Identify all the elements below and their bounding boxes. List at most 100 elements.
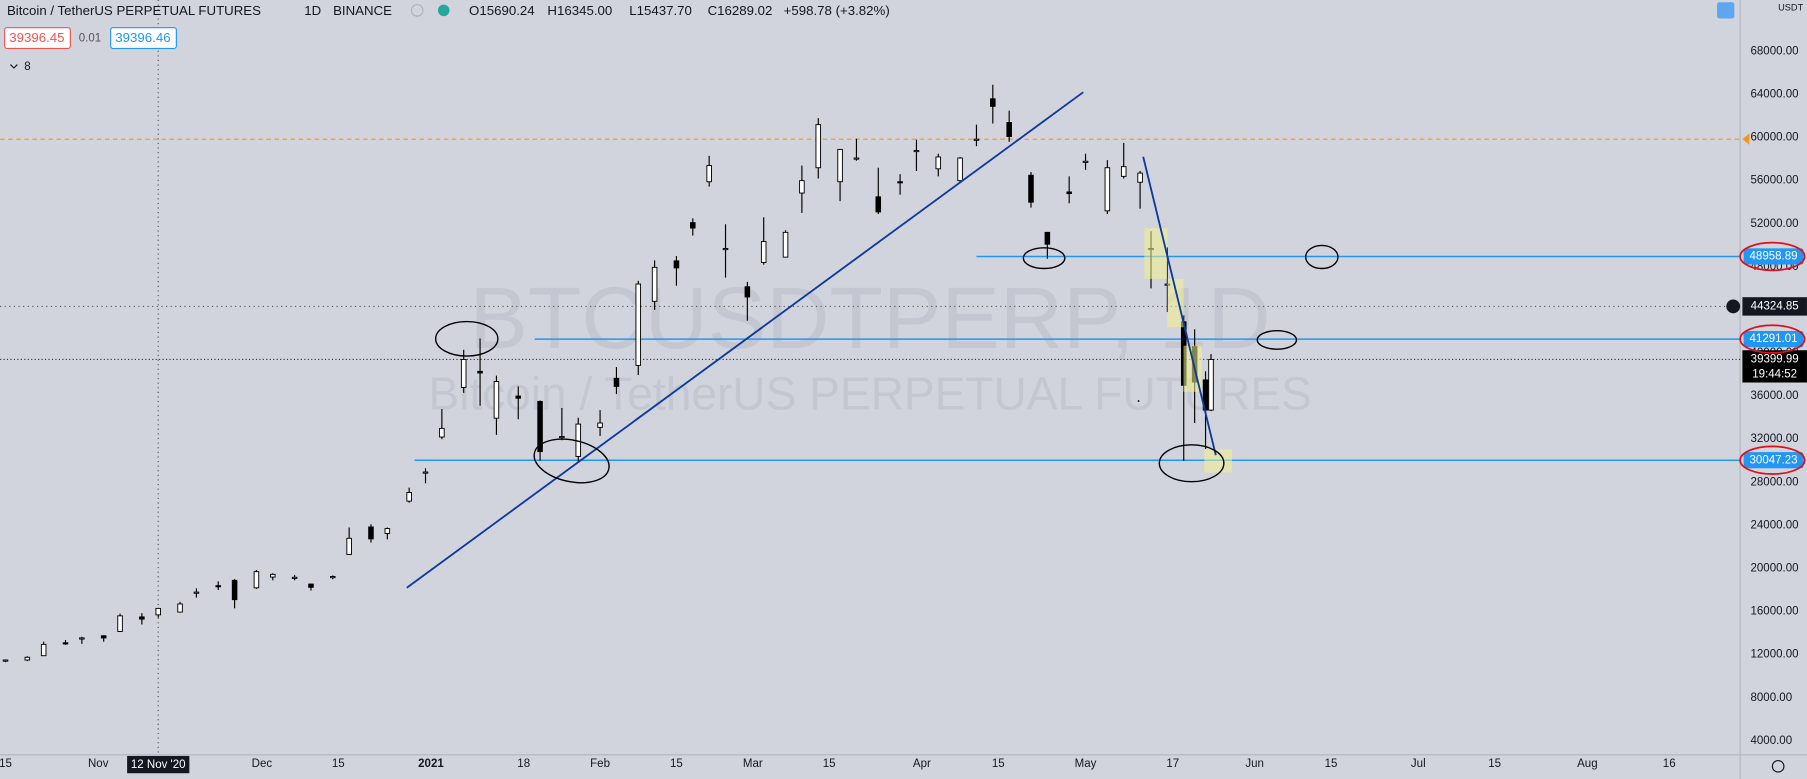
ohlc-close: C16289.02 (708, 3, 773, 18)
candle-body (559, 436, 565, 439)
candle-body (330, 576, 336, 579)
watermark-ticker: BTCUSDTPERP, 1D (469, 269, 1270, 367)
candle-body (117, 615, 123, 632)
candle-body (139, 616, 145, 620)
circle (1256, 330, 1298, 350)
highlight (1167, 278, 1184, 328)
watermark: BTCUSDTPERP, 1D Bitcoin / TetherUS PERPE… (428, 269, 1311, 420)
x-tick-label: Dec (252, 758, 273, 770)
status-dot (437, 4, 450, 17)
highlight-ring (1739, 445, 1806, 475)
x-tick-label: 15 (670, 758, 683, 770)
candle-body (651, 266, 658, 302)
candle-body (990, 98, 996, 107)
highlight-ring (1739, 324, 1806, 354)
trend-line (406, 91, 1084, 589)
sell-button[interactable] (4, 27, 71, 49)
ohlc-open: O15690.24 (469, 3, 535, 18)
candle-body (308, 583, 314, 588)
price-line-label-bg (1743, 248, 1804, 265)
candle-body (597, 422, 603, 428)
candle-body (744, 286, 751, 298)
x-tick-label: Feb (590, 758, 610, 770)
candle-body (537, 401, 543, 453)
price-line-label: 30047.23 (1750, 454, 1798, 466)
candle-body (62, 642, 69, 645)
watermark-description: Bitcoin / TetherUS PERPETUAL FUTURES (428, 368, 1311, 420)
x-tick-label: 15 (823, 758, 836, 770)
x-tick-label: 15 (1488, 758, 1501, 770)
ohlc-change: +598.78 (+3.82%) (784, 3, 890, 18)
candle-body (291, 576, 298, 579)
candle-body (477, 370, 483, 374)
y-tick-label: 28000.00 (1750, 476, 1798, 488)
candle-body (2, 659, 9, 662)
x-tick-label: 17 (1166, 758, 1179, 770)
price-line-label: 41291.01 (1750, 333, 1798, 345)
candle-body (935, 156, 942, 170)
candle-body (493, 381, 500, 419)
candle-body (722, 248, 729, 251)
toolbar-button[interactable] (1717, 2, 1735, 19)
candle-body (406, 492, 412, 502)
candle-body (253, 571, 260, 589)
countdown-label: 19:44:52 (1752, 368, 1797, 380)
y-tick-label: 60000.00 (1750, 132, 1798, 144)
price-line-label-bg (1743, 452, 1804, 469)
highlight (1144, 228, 1168, 279)
x-tick-label: 15 (0, 758, 12, 770)
candle-body (973, 138, 980, 141)
candle-body (1120, 166, 1127, 177)
trend-line (1142, 156, 1217, 456)
settings-icon[interactable] (1771, 759, 1785, 773)
x-tick-label: 15 (992, 758, 1005, 770)
highlight (1204, 449, 1232, 473)
collapse-icon[interactable] (10, 64, 18, 69)
x-tick-label: 15 (1325, 758, 1338, 770)
bid[interactable]: 39396.45 (9, 30, 64, 45)
last-price-label-bg (1742, 350, 1807, 383)
candle-body (1006, 122, 1012, 137)
candle-body (782, 231, 789, 258)
circle (533, 438, 610, 484)
candle-body (439, 427, 445, 438)
candle-body (706, 165, 712, 183)
add-alert-icon (1726, 299, 1741, 314)
x-tick-label: Jun (1245, 758, 1264, 770)
circle (1022, 247, 1066, 270)
price-axis: 4000.00 8000.00 12000.00 16000.00 20000.00 24… (0, 45, 1807, 774)
currency: USDT (1778, 3, 1803, 13)
indicator-count[interactable]: 8 (24, 61, 30, 73)
candle-body (837, 148, 843, 183)
candle-body (815, 124, 822, 169)
candle-body (1044, 231, 1051, 245)
candle-body (100, 635, 107, 639)
x-tick-label: May (1075, 758, 1097, 770)
interval: 1D (304, 3, 321, 18)
candle-body (897, 181, 903, 184)
x-tick-label: 18 (517, 758, 530, 770)
candle-body (270, 573, 276, 578)
candle-body (1082, 160, 1089, 163)
candle-body (1028, 174, 1034, 203)
candle-body (1208, 359, 1214, 411)
candle-body (460, 359, 467, 388)
x-tick-label: 16 (1663, 758, 1676, 770)
circle (434, 320, 499, 357)
price-line-label-bg (1743, 331, 1804, 348)
y-tick-label: 20000.00 (1750, 562, 1798, 574)
x-tick-label: Mar (743, 758, 763, 770)
eye-icon[interactable] (410, 4, 424, 17)
circle (1304, 244, 1339, 270)
ask[interactable]: 39396.46 (115, 30, 170, 45)
y-tick-label: 36000.00 (1750, 390, 1798, 402)
candle-body (384, 528, 391, 534)
candle-body (635, 283, 642, 366)
x-tick-label: 15 (332, 758, 345, 770)
candle-body (422, 471, 429, 474)
y-tick-label: 52000.00 (1750, 218, 1798, 230)
candle-body (155, 607, 161, 616)
buy-button[interactable] (110, 27, 177, 49)
